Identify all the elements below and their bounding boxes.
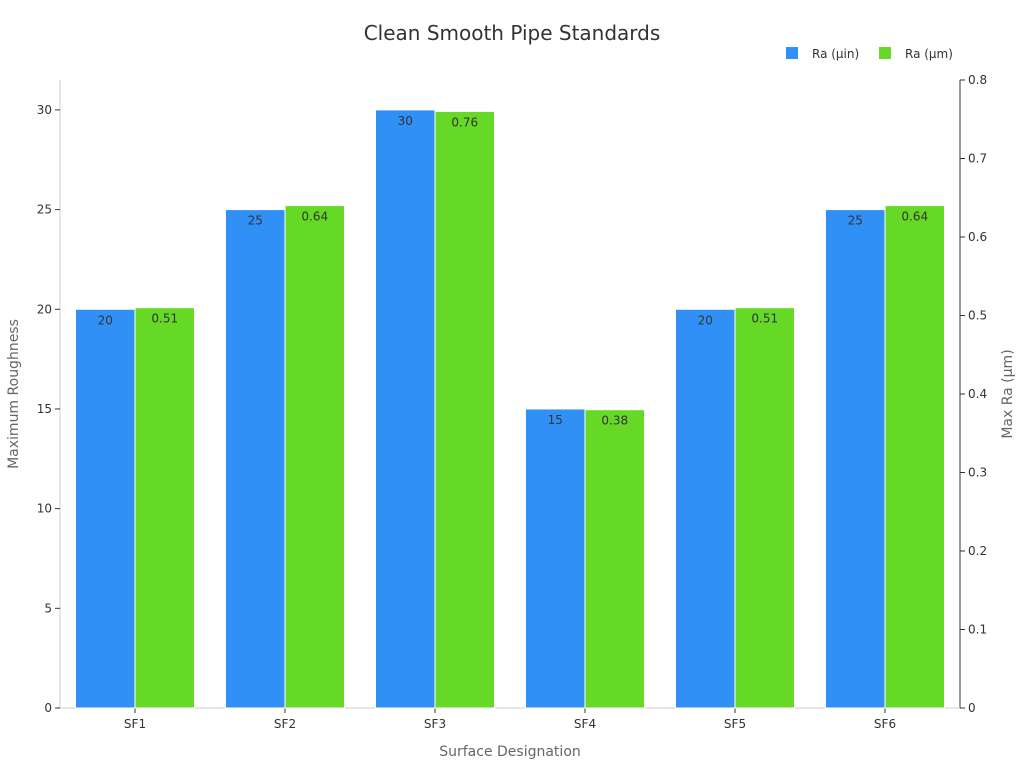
y-axis-label: Maximum Roughness [6, 319, 22, 469]
data-labels: 20 0.51 25 0.64 30 0.76 15 0.38 20 0.51 25 0.64 [98, 114, 929, 428]
data-label-ra-um-sf1: 0.51 [151, 312, 178, 326]
x-tick-label: SF2 [274, 717, 296, 731]
data-label-ra-uin-sf1: 20 [98, 313, 113, 327]
y2-tick-label: 0.2 [968, 544, 987, 558]
y-tick-label: 25 [37, 203, 52, 217]
x-tick-label: SF4 [574, 717, 596, 731]
y2-axis-label: Max Ra (µm) [1000, 349, 1016, 438]
y2-tick-label: 0.3 [968, 466, 987, 480]
bar-ra-uin-sf4 [525, 408, 586, 709]
data-label-ra-uin-sf5: 20 [698, 313, 713, 327]
bar-ra-um-sf3 [434, 110, 495, 709]
y2-tick-label: 0.8 [968, 73, 987, 87]
data-label-ra-um-sf5: 0.51 [751, 312, 778, 326]
data-label-ra-um-sf6: 0.64 [901, 210, 928, 224]
y-tick-label: 0 [44, 701, 52, 715]
legend-label-ra-uin: Ra (µin) [812, 47, 859, 61]
bar-ra-uin-sf2 [225, 209, 286, 709]
bar-ra-um-sf1 [134, 307, 195, 709]
x-tick-label: SF6 [874, 717, 896, 731]
bar-ra-uin-sf6 [825, 209, 886, 709]
bar-ra-um-sf2 [284, 205, 345, 709]
x-tick-label: SF1 [124, 717, 146, 731]
chart-title: Clean Smooth Pipe Standards [364, 21, 661, 45]
y2-tick-label: 0.7 [968, 152, 987, 166]
x-axis-label: Surface Designation [439, 744, 581, 760]
legend-label-ra-um: Ra (µm) [905, 47, 953, 61]
data-label-ra-uin-sf6: 25 [848, 214, 863, 228]
data-label-ra-uin-sf3: 30 [398, 114, 413, 128]
bar-ra-uin-sf1 [75, 308, 136, 709]
data-label-ra-um-sf4: 0.38 [601, 414, 628, 428]
legend-swatch-ra-um [879, 47, 891, 59]
axes: 0 5 10 15 20 25 30 0 0.1 0.2 0.3 0.4 0.5 0.6 0.7 0.8 SF1… [37, 73, 987, 731]
data-label-ra-um-sf3: 0.76 [451, 115, 478, 129]
bar-ra-um-sf5 [734, 307, 795, 709]
bar-ra-uin-sf3 [375, 109, 436, 709]
y-tick-label: 30 [37, 103, 52, 117]
bars [75, 109, 945, 709]
bar-ra-um-sf4 [584, 409, 645, 709]
legend: Ra (µin) Ra (µm) [786, 47, 953, 61]
bar-ra-um-sf6 [884, 205, 945, 709]
legend-swatch-ra-uin [786, 47, 798, 59]
y-tick-label: 20 [37, 302, 52, 316]
x-tick-label: SF3 [424, 717, 446, 731]
y2-tick-label: 0.4 [968, 387, 987, 401]
y-tick-label: 10 [37, 502, 52, 516]
bar-ra-uin-sf5 [675, 308, 736, 709]
y2-tick-label: 0.6 [968, 230, 987, 244]
y2-tick-label: 0 [968, 701, 976, 715]
y2-tick-label: 0.1 [968, 623, 987, 637]
data-label-ra-uin-sf4: 15 [548, 413, 563, 427]
y-tick-label: 15 [37, 402, 52, 416]
data-label-ra-uin-sf2: 25 [248, 214, 263, 228]
y-tick-label: 5 [44, 601, 52, 615]
data-label-ra-um-sf2: 0.64 [301, 210, 328, 224]
x-tick-label: SF5 [724, 717, 746, 731]
y2-tick-label: 0.5 [968, 309, 987, 323]
